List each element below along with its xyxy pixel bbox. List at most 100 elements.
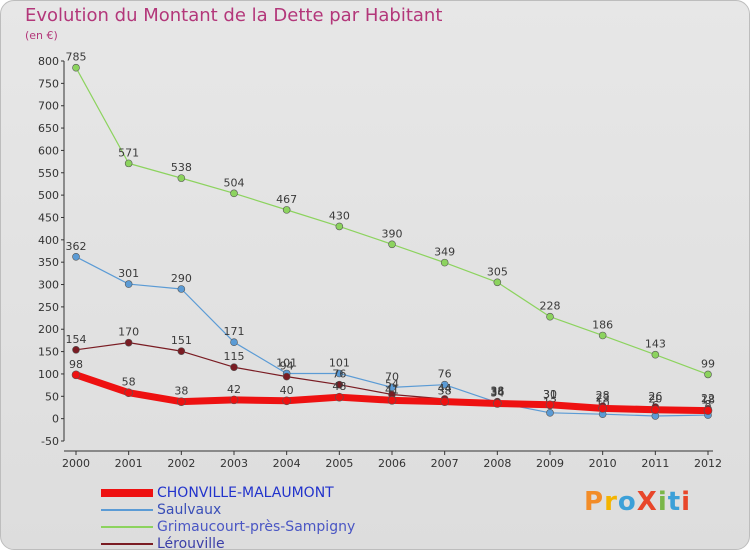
data-point	[71, 370, 81, 380]
data-point	[230, 363, 238, 372]
data-label: 22	[701, 392, 715, 405]
data-label: 467	[276, 193, 297, 206]
data-point	[440, 380, 449, 389]
y-tick-label: 800	[38, 55, 59, 68]
data-label: 101	[276, 356, 297, 369]
logo-letter: P	[584, 487, 605, 517]
data-label: 18	[701, 394, 715, 407]
data-label: 38	[438, 385, 452, 398]
data-point	[229, 395, 239, 405]
data-label: 44	[438, 382, 452, 395]
data-point	[651, 405, 660, 415]
y-tick-label: 500	[38, 189, 59, 202]
data-point	[282, 372, 291, 381]
y-tick-label: 200	[38, 323, 59, 336]
data-label: 99	[701, 357, 715, 370]
data-point	[230, 189, 238, 198]
y-tick-label: 700	[38, 100, 59, 113]
data-label: 170	[118, 326, 139, 339]
logo-letter: o	[617, 487, 637, 517]
data-label: 20	[648, 393, 662, 406]
y-tick-label: 350	[38, 256, 59, 269]
data-label: 98	[69, 358, 83, 371]
y-tick-label: 550	[38, 167, 59, 180]
data-label: 228	[540, 300, 561, 313]
legend-label: Saulvaux	[157, 502, 222, 518]
data-label: 94	[280, 360, 294, 373]
y-tick-label: 50	[45, 390, 59, 403]
data-point	[335, 392, 344, 402]
data-point	[72, 253, 80, 261]
data-point	[230, 338, 238, 347]
x-tick-label: 2008	[483, 457, 511, 470]
chart-title: Evolution du Montant de la Dette par Hab…	[25, 5, 443, 26]
data-label: 290	[171, 272, 192, 285]
x-tick-label: 2000	[62, 457, 90, 470]
data-point	[546, 409, 554, 417]
data-point	[651, 350, 660, 359]
data-label: 504	[224, 176, 245, 189]
data-label: 76	[438, 368, 452, 381]
data-point	[703, 406, 713, 415]
data-label: 31	[543, 388, 557, 401]
y-tick-label: 0	[52, 413, 59, 426]
data-label: 70	[385, 370, 399, 383]
y-tick-label: 650	[38, 122, 59, 135]
data-point	[704, 370, 712, 379]
y-tick-label: 100	[38, 368, 59, 381]
y-tick-label: 300	[38, 279, 59, 292]
data-point	[282, 206, 291, 214]
data-label: 430	[329, 209, 350, 222]
logo-letter: r	[604, 487, 618, 517]
legend-label: Lérouville	[157, 536, 225, 550]
x-tick-label: 2001	[115, 457, 143, 470]
data-label: 154	[66, 333, 87, 346]
x-tick-label: 2003	[220, 457, 248, 470]
data-label: 54	[385, 378, 399, 391]
data-label: 115	[224, 350, 245, 363]
x-tick-label: 2002	[167, 457, 195, 470]
data-point	[335, 369, 344, 378]
logo-letter: i	[681, 487, 692, 517]
data-point	[124, 159, 133, 168]
series-line	[75, 67, 709, 375]
data-point	[440, 397, 449, 406]
data-label: 76	[332, 368, 346, 381]
data-label: 305	[487, 265, 508, 278]
data-label: 349	[434, 246, 455, 259]
data-point	[177, 347, 186, 355]
x-tick-label: 2007	[431, 457, 459, 470]
y-tick-label: 150	[38, 346, 59, 359]
x-tick-label: 2012	[694, 457, 722, 470]
data-label: 785	[66, 51, 87, 64]
data-point	[387, 396, 397, 405]
legend-label: Grimaucourt-près-Sampigny	[157, 519, 356, 535]
proxiti-logo: ProXiti	[584, 487, 691, 517]
legend-swatch	[101, 526, 153, 528]
data-label: 390	[382, 227, 403, 240]
data-point	[440, 258, 449, 267]
data-point	[177, 174, 186, 182]
data-label: 571	[118, 146, 139, 159]
logo-letter: i	[657, 487, 668, 517]
data-label: 151	[171, 334, 192, 347]
data-label: 38	[174, 385, 188, 398]
data-label: 36	[490, 386, 504, 399]
logo-letter: X	[636, 487, 658, 517]
data-point	[598, 331, 607, 340]
data-label: 42	[227, 383, 241, 396]
y-tick-label: 450	[38, 211, 59, 224]
x-tick-label: 2009	[536, 457, 564, 470]
x-tick-label: 2006	[378, 457, 406, 470]
data-point	[545, 400, 555, 410]
data-label: 26	[648, 390, 662, 403]
data-point	[124, 280, 133, 288]
y-tick-label: 250	[38, 301, 59, 314]
data-label: 362	[66, 240, 87, 253]
data-label: 171	[224, 325, 245, 338]
data-point	[493, 278, 502, 287]
y-tick-label: 600	[38, 144, 59, 157]
data-point	[335, 222, 344, 231]
